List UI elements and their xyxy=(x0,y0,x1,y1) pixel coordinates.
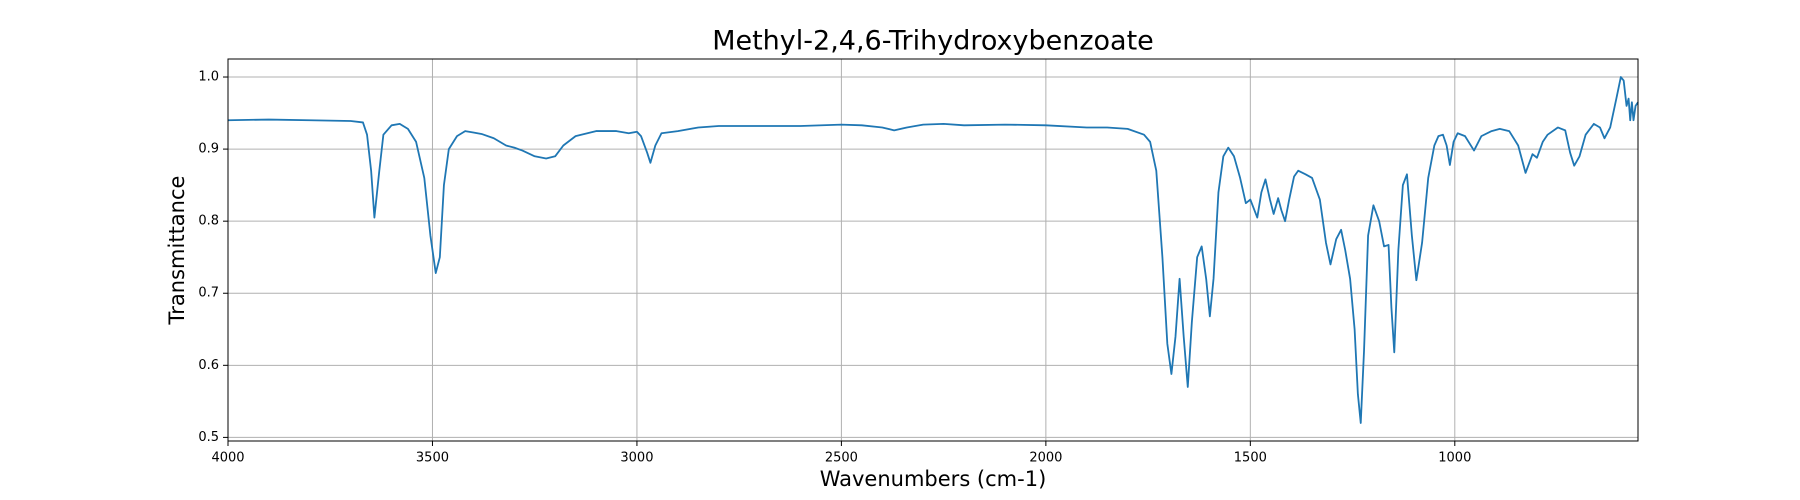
x-axis-label: Wavenumbers (cm-1) xyxy=(820,467,1047,491)
y-tick-label: 0.7 xyxy=(198,286,219,301)
y-tick-label: 0.5 xyxy=(198,430,219,445)
y-axis-label: Transmittance xyxy=(165,176,189,326)
y-tick-label: 0.8 xyxy=(198,214,219,229)
x-tick-label: 3000 xyxy=(620,451,653,466)
x-tick-label: 3500 xyxy=(416,451,449,466)
x-tick-label: 2000 xyxy=(1029,451,1062,466)
y-tick-label: 0.9 xyxy=(198,142,219,157)
y-tick-label: 0.6 xyxy=(198,358,219,373)
x-tick-label: 4000 xyxy=(211,451,244,466)
spectrum-line xyxy=(227,76,1639,424)
x-tick-label: 1500 xyxy=(1234,451,1267,466)
chart-title: Methyl-2,4,6-Trihydroxybenzoate xyxy=(712,26,1154,57)
x-tick-label: 1000 xyxy=(1438,451,1471,466)
y-tick-label: 1.0 xyxy=(198,70,219,85)
x-tick-label: 2500 xyxy=(825,451,858,466)
plot-frame xyxy=(227,58,1639,442)
